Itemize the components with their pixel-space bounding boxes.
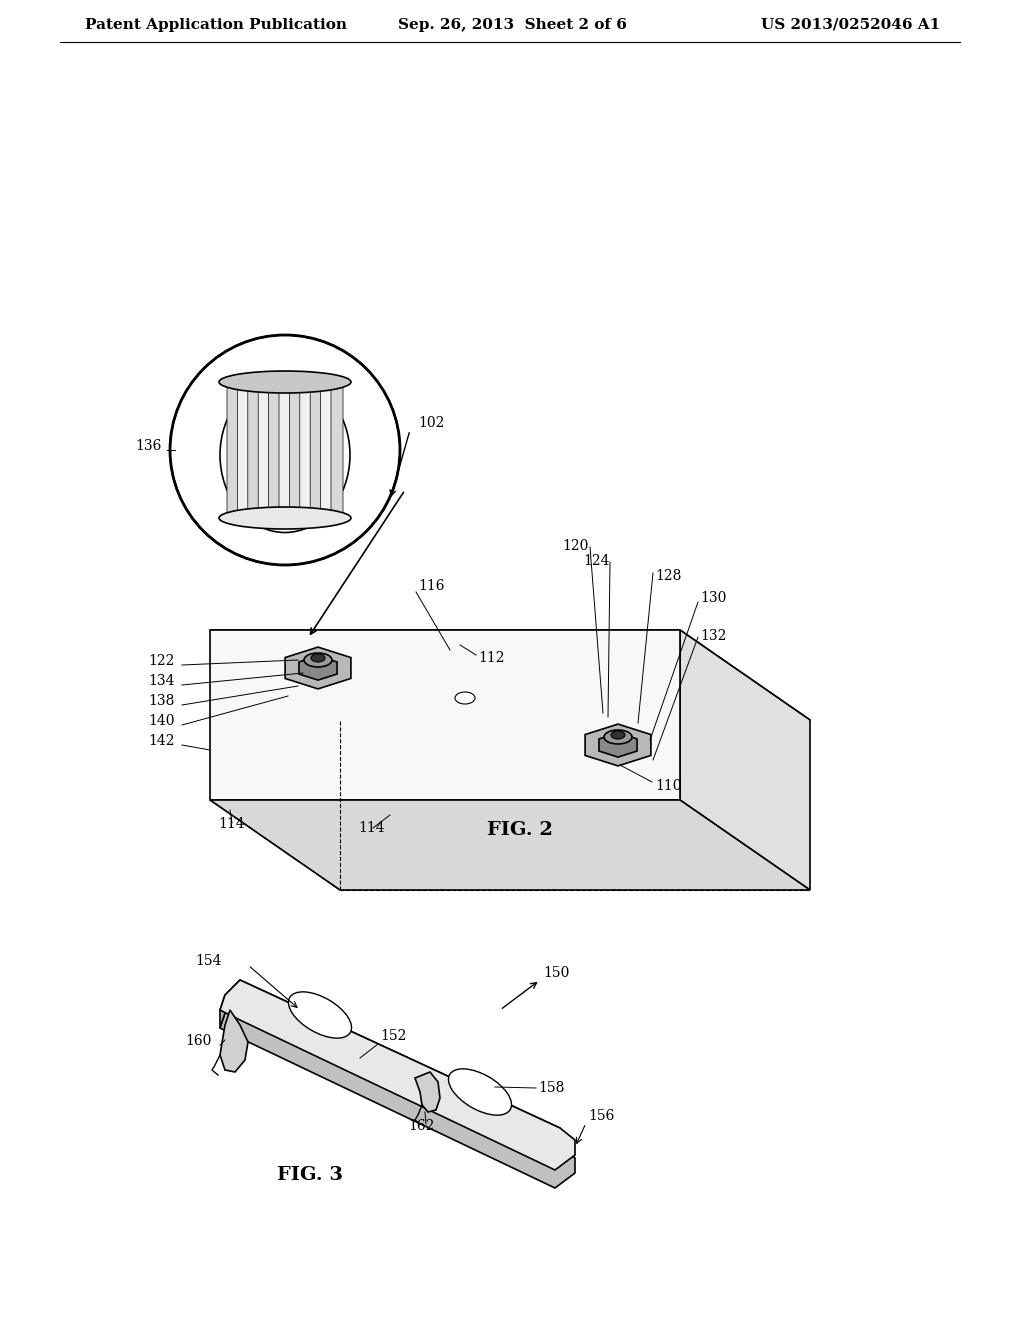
Polygon shape bbox=[225, 979, 240, 1012]
Text: 114: 114 bbox=[218, 817, 245, 832]
Text: Patent Application Publication: Patent Application Publication bbox=[85, 18, 347, 32]
Text: 116: 116 bbox=[418, 579, 444, 593]
FancyBboxPatch shape bbox=[258, 381, 270, 519]
Text: 102: 102 bbox=[418, 416, 444, 430]
FancyBboxPatch shape bbox=[268, 381, 281, 519]
Polygon shape bbox=[220, 979, 575, 1170]
Ellipse shape bbox=[219, 371, 351, 393]
Polygon shape bbox=[585, 725, 651, 766]
Text: Sep. 26, 2013  Sheet 2 of 6: Sep. 26, 2013 Sheet 2 of 6 bbox=[397, 18, 627, 32]
Polygon shape bbox=[415, 1072, 440, 1111]
Circle shape bbox=[170, 335, 400, 565]
Polygon shape bbox=[220, 995, 225, 1028]
Text: 124: 124 bbox=[583, 554, 609, 568]
FancyBboxPatch shape bbox=[227, 381, 239, 519]
Ellipse shape bbox=[604, 730, 632, 744]
Text: 138: 138 bbox=[148, 694, 174, 708]
Ellipse shape bbox=[455, 692, 475, 704]
Ellipse shape bbox=[219, 507, 351, 529]
Text: 156: 156 bbox=[588, 1109, 614, 1123]
Ellipse shape bbox=[449, 1069, 512, 1115]
Text: 136: 136 bbox=[135, 440, 162, 453]
FancyBboxPatch shape bbox=[238, 381, 250, 519]
FancyBboxPatch shape bbox=[300, 381, 311, 519]
Text: 114: 114 bbox=[358, 821, 385, 836]
Text: 154: 154 bbox=[195, 954, 221, 968]
FancyBboxPatch shape bbox=[290, 381, 301, 519]
Polygon shape bbox=[210, 630, 810, 719]
Polygon shape bbox=[210, 800, 810, 890]
Text: 120: 120 bbox=[562, 539, 589, 553]
Text: 152: 152 bbox=[380, 1030, 407, 1043]
Text: US 2013/0252046 A1: US 2013/0252046 A1 bbox=[761, 18, 940, 32]
Text: 134: 134 bbox=[148, 675, 174, 688]
FancyBboxPatch shape bbox=[279, 381, 291, 519]
Text: FIG. 3: FIG. 3 bbox=[278, 1166, 343, 1184]
Text: FIG. 2: FIG. 2 bbox=[487, 821, 553, 840]
Polygon shape bbox=[680, 630, 810, 890]
Text: 132: 132 bbox=[700, 630, 726, 643]
Ellipse shape bbox=[304, 653, 332, 667]
FancyBboxPatch shape bbox=[331, 381, 343, 519]
Text: 112: 112 bbox=[478, 651, 505, 665]
Text: 130: 130 bbox=[700, 591, 726, 605]
Polygon shape bbox=[299, 656, 337, 680]
Text: 160: 160 bbox=[185, 1034, 211, 1048]
Polygon shape bbox=[220, 998, 575, 1188]
Text: 162: 162 bbox=[408, 1119, 434, 1133]
Ellipse shape bbox=[611, 731, 625, 739]
Text: 150: 150 bbox=[543, 966, 569, 979]
FancyBboxPatch shape bbox=[310, 381, 323, 519]
Ellipse shape bbox=[311, 653, 325, 663]
Polygon shape bbox=[285, 647, 351, 689]
Text: 158: 158 bbox=[538, 1081, 564, 1096]
FancyBboxPatch shape bbox=[321, 381, 333, 519]
Polygon shape bbox=[240, 979, 560, 1146]
Polygon shape bbox=[210, 630, 680, 800]
Text: 122: 122 bbox=[148, 653, 174, 668]
Polygon shape bbox=[220, 1010, 248, 1072]
Text: 128: 128 bbox=[655, 569, 681, 583]
Text: 142: 142 bbox=[148, 734, 174, 748]
Text: 110: 110 bbox=[655, 779, 682, 793]
Ellipse shape bbox=[289, 991, 351, 1038]
Text: 140: 140 bbox=[148, 714, 174, 729]
Polygon shape bbox=[599, 733, 637, 758]
FancyBboxPatch shape bbox=[248, 381, 260, 519]
Ellipse shape bbox=[220, 378, 350, 532]
